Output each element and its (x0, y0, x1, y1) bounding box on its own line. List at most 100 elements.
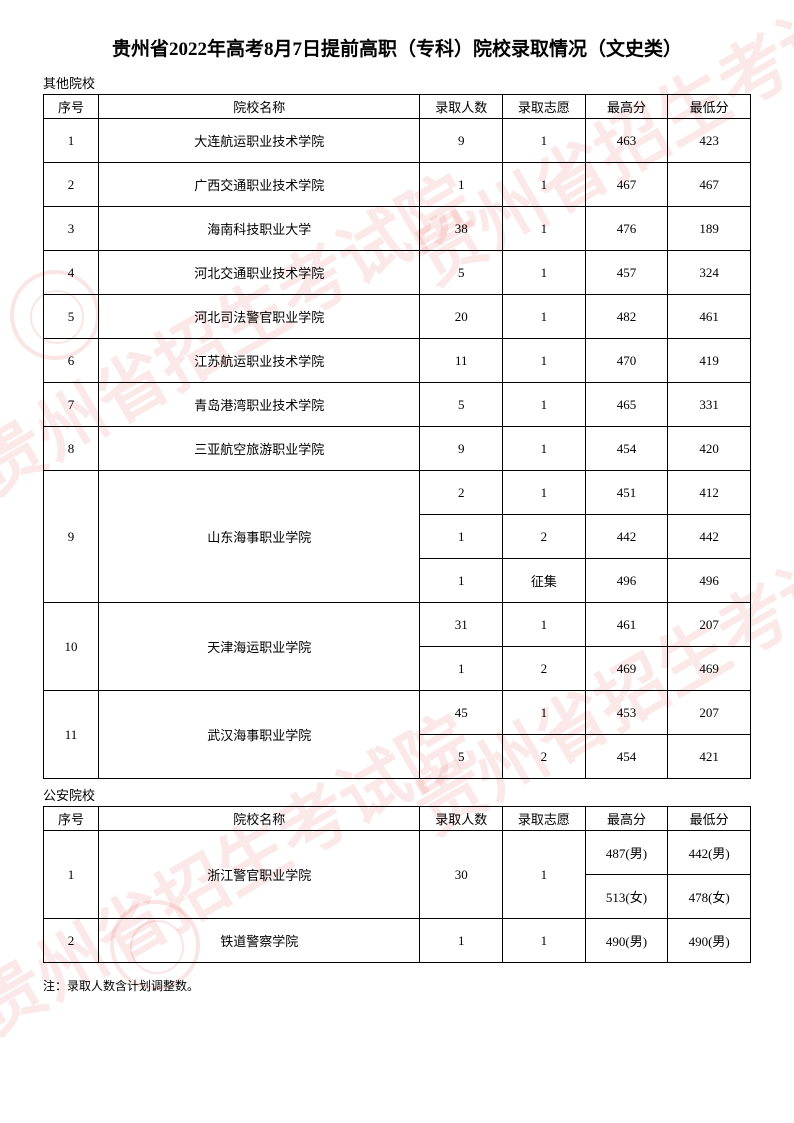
cell-high: 476 (585, 207, 668, 251)
cell-num: 5 (420, 735, 503, 779)
table-row: 3海南科技职业大学381476189 (44, 207, 751, 251)
cell-high: 467 (585, 163, 668, 207)
cell-low: 423 (668, 119, 751, 163)
cell-vol: 1 (503, 207, 586, 251)
table-row: 10天津海运职业学院311461207 (44, 603, 751, 647)
header-vol: 录取志愿 (503, 807, 586, 831)
cell-num: 45 (420, 691, 503, 735)
cell-name: 河北司法警官职业学院 (99, 295, 420, 339)
cell-name: 大连航运职业技术学院 (99, 119, 420, 163)
cell-high: 487(男) (585, 831, 668, 875)
cell-num: 1 (420, 919, 503, 963)
cell-high: 463 (585, 119, 668, 163)
cell-num: 5 (420, 383, 503, 427)
cell-low: 461 (668, 295, 751, 339)
table-row: 1浙江警官职业学院301487(男)442(男) (44, 831, 751, 875)
table-row: 4河北交通职业技术学院51457324 (44, 251, 751, 295)
cell-name: 海南科技职业大学 (99, 207, 420, 251)
table-row: 7青岛港湾职业技术学院51465331 (44, 383, 751, 427)
cell-seq: 11 (44, 691, 99, 779)
table-row: 9山东海事职业学院21451412 (44, 471, 751, 515)
header-low: 最低分 (668, 95, 751, 119)
cell-high: 470 (585, 339, 668, 383)
cell-high: 465 (585, 383, 668, 427)
header-seq: 序号 (44, 95, 99, 119)
cell-vol: 2 (503, 515, 586, 559)
cell-low: 490(男) (668, 919, 751, 963)
table-body-police: 1浙江警官职业学院301487(男)442(男)513(女)478(女)2铁道警… (44, 831, 751, 963)
cell-vol: 1 (503, 163, 586, 207)
cell-vol: 1 (503, 339, 586, 383)
header-name: 院校名称 (99, 95, 420, 119)
table-row: 2铁道警察学院11490(男)490(男) (44, 919, 751, 963)
cell-vol: 1 (503, 471, 586, 515)
cell-high: 482 (585, 295, 668, 339)
cell-low: 496 (668, 559, 751, 603)
cell-high: 453 (585, 691, 668, 735)
cell-num: 20 (420, 295, 503, 339)
cell-seq: 5 (44, 295, 99, 339)
cell-vol: 1 (503, 691, 586, 735)
cell-seq: 2 (44, 163, 99, 207)
header-vol: 录取志愿 (503, 95, 586, 119)
cell-seq: 1 (44, 119, 99, 163)
cell-vol: 1 (503, 383, 586, 427)
cell-num: 2 (420, 471, 503, 515)
cell-vol: 2 (503, 735, 586, 779)
cell-high: 490(男) (585, 919, 668, 963)
page-title: 贵州省2022年高考8月7日提前高职（专科）院校录取情况（文史类） (43, 34, 751, 61)
cell-num: 1 (420, 647, 503, 691)
header-num: 录取人数 (420, 95, 503, 119)
header-high: 最高分 (585, 807, 668, 831)
cell-name: 广西交通职业技术学院 (99, 163, 420, 207)
cell-num: 38 (420, 207, 503, 251)
cell-high: 454 (585, 735, 668, 779)
cell-vol: 1 (503, 831, 586, 919)
cell-name: 三亚航空旅游职业学院 (99, 427, 420, 471)
cell-name: 浙江警官职业学院 (99, 831, 420, 919)
cell-vol: 1 (503, 251, 586, 295)
cell-num: 31 (420, 603, 503, 647)
cell-seq: 3 (44, 207, 99, 251)
cell-name: 天津海运职业学院 (99, 603, 420, 691)
cell-high: 461 (585, 603, 668, 647)
cell-vol: 2 (503, 647, 586, 691)
cell-name: 河北交通职业技术学院 (99, 251, 420, 295)
cell-seq: 8 (44, 427, 99, 471)
cell-low: 469 (668, 647, 751, 691)
cell-vol: 1 (503, 295, 586, 339)
cell-vol: 1 (503, 919, 586, 963)
cell-seq: 9 (44, 471, 99, 603)
header-seq: 序号 (44, 807, 99, 831)
header-low: 最低分 (668, 807, 751, 831)
table-row: 11武汉海事职业学院451453207 (44, 691, 751, 735)
cell-low: 478(女) (668, 875, 751, 919)
cell-num: 30 (420, 831, 503, 919)
cell-low: 207 (668, 691, 751, 735)
cell-low: 442(男) (668, 831, 751, 875)
cell-seq: 4 (44, 251, 99, 295)
cell-vol: 1 (503, 603, 586, 647)
cell-low: 412 (668, 471, 751, 515)
cell-num: 9 (420, 119, 503, 163)
cell-num: 9 (420, 427, 503, 471)
cell-high: 496 (585, 559, 668, 603)
cell-high: 457 (585, 251, 668, 295)
cell-seq: 7 (44, 383, 99, 427)
cell-num: 1 (420, 163, 503, 207)
cell-low: 419 (668, 339, 751, 383)
cell-high: 513(女) (585, 875, 668, 919)
table-row: 8三亚航空旅游职业学院91454420 (44, 427, 751, 471)
cell-seq: 1 (44, 831, 99, 919)
table-body-other: 1大连航运职业技术学院914634232广西交通职业技术学院114674673海… (44, 119, 751, 779)
cell-vol: 征集 (503, 559, 586, 603)
police-schools-table: 序号 院校名称 录取人数 录取志愿 最高分 最低分 1浙江警官职业学院30148… (43, 806, 751, 963)
cell-num: 11 (420, 339, 503, 383)
cell-name: 武汉海事职业学院 (99, 691, 420, 779)
cell-low: 420 (668, 427, 751, 471)
cell-high: 469 (585, 647, 668, 691)
cell-name: 铁道警察学院 (99, 919, 420, 963)
section-label-police: 公安院校 (43, 785, 751, 804)
table-row: 2广西交通职业技术学院11467467 (44, 163, 751, 207)
table-row: 6江苏航运职业技术学院111470419 (44, 339, 751, 383)
